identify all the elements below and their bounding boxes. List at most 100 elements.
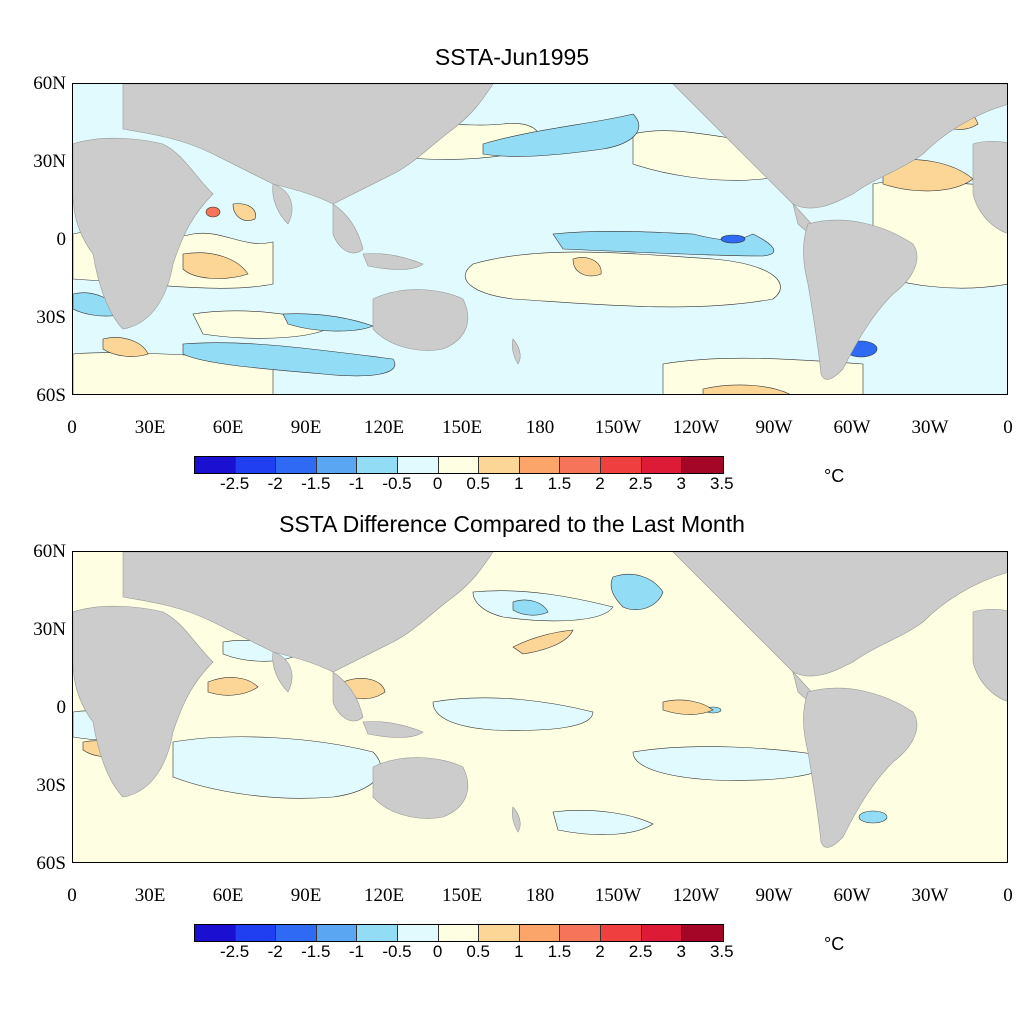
panel1-unit-label: °C (824, 466, 845, 486)
colorbar-swatch (438, 925, 480, 941)
colorbar-tick-label: -1 (348, 942, 364, 961)
panel2-lon-120w: 120W (672, 885, 720, 906)
panel2-map (72, 551, 1008, 863)
colorbar-tick-label: 3 (676, 474, 686, 493)
colorbar-tick-label: -1.5 (301, 474, 331, 493)
colorbar-tick-label: 1 (514, 474, 524, 493)
colorbar-swatch (195, 457, 236, 473)
colorbar-swatch (195, 925, 236, 941)
panel2-lon-0-end: 0 (1003, 885, 1013, 906)
panel1-lat-60s: 60S (36, 385, 66, 406)
panel2-lat-60s: 60S (36, 853, 66, 874)
colorbar-swatch (641, 925, 683, 941)
panel1-lon-90e: 90E (290, 417, 322, 438)
colorbar-tick-label: -0.5 (382, 474, 412, 493)
panel1-map-svg (73, 84, 1007, 394)
colorbar-tick-label: 1 (514, 942, 524, 961)
panel2-lon-60e: 60E (212, 885, 244, 906)
colorbar-swatch (682, 925, 723, 941)
colorbar-swatch (641, 457, 683, 473)
colorbar-tick-label: 2 (595, 942, 605, 961)
panel1-lat-0: 0 (56, 229, 67, 250)
panel2-lat-30s: 30S (36, 775, 66, 796)
panel1-lon-60w: 60W (833, 417, 871, 438)
panel2-lon-90e: 90E (290, 885, 322, 906)
panel2-lon-150e: 150E (441, 885, 483, 906)
colorbar-tick-label: -2 (267, 474, 283, 493)
colorbar-swatch (235, 925, 277, 941)
colorbar-tick-label: 3 (676, 942, 686, 961)
colorbar-swatch (479, 457, 520, 473)
colorbar-swatch (316, 925, 358, 941)
panel1-lon-120w: 120W (672, 417, 720, 438)
colorbar-tick-label: 2.5 (628, 474, 653, 493)
colorbar-tick-label: -1.5 (301, 942, 331, 961)
panel1-lon-150e: 150E (441, 417, 483, 438)
panel2-lat-0: 0 (56, 697, 67, 718)
panel2-unit-label: °C (824, 934, 845, 954)
panel2-lon-60w: 60W (833, 885, 871, 906)
panel2-map-svg (73, 552, 1007, 862)
colorbar-tick-label: 3.5 (709, 942, 734, 961)
panel1-lon-120e: 120E (363, 417, 405, 438)
colorbar-tick-label: 0.5 (466, 942, 490, 961)
warm-moderate-areas (102, 102, 979, 394)
cool-areas (512, 573, 917, 824)
colorbar-tick-label: -1 (348, 474, 364, 493)
panel1-lon-90w: 90W (755, 417, 793, 438)
panel1-lon-30e: 30E (134, 417, 166, 438)
panel1-colorbar (194, 456, 724, 474)
colorbar-swatch (357, 925, 398, 941)
colorbar-tick-label: -2.5 (219, 942, 250, 961)
colorbar-swatch (479, 925, 520, 941)
panel1-lon-180: 180 (525, 417, 555, 438)
panel1-lat-30s: 30S (36, 307, 66, 328)
colorbar-tick-label: 2.5 (628, 942, 653, 961)
colorbar-tick-label: 0 (432, 942, 443, 961)
colorbar-tick-label: 1.5 (547, 474, 572, 493)
colorbar-swatch (316, 457, 358, 473)
colorbar-swatch (276, 925, 317, 941)
colorbar-tick-label: 1.5 (547, 942, 572, 961)
panel2-lon-120e: 120E (363, 885, 405, 906)
colorbar-swatch (682, 457, 723, 473)
colorbar-swatch (357, 457, 398, 473)
colorbar-swatch (438, 457, 480, 473)
land (73, 552, 1007, 848)
colorbar-swatch (519, 457, 561, 473)
panel1-title: SSTA-Jun1995 (434, 44, 590, 70)
panel1-lon-150w: 150W (594, 417, 642, 438)
colorbar-swatch (519, 925, 561, 941)
colorbar-swatch (560, 925, 601, 941)
colorbar-swatch (276, 457, 317, 473)
colorbar-swatch (600, 925, 642, 941)
colorbar-tick-label: -0.5 (382, 942, 412, 961)
panel2-lon-30e: 30E (134, 885, 166, 906)
panel2-lat-60n: 60N (33, 541, 66, 562)
colorbar-tick-label: -2 (267, 942, 283, 961)
colorbar-swatch (600, 457, 642, 473)
panel1-lon-60e: 60E (212, 417, 244, 438)
panel2-lon-0: 0 (67, 885, 77, 906)
panel2-title: SSTA Difference Compared to the Last Mon… (279, 511, 745, 537)
panel2-lon-180: 180 (525, 885, 555, 906)
panel1-map (72, 83, 1008, 395)
colorbar-tick-label: 2 (595, 474, 605, 493)
land (73, 84, 1007, 380)
panel1-lat-30n: 30N (33, 151, 66, 172)
panel1-lon-0: 0 (67, 417, 77, 438)
panel1-lat-60n: 60N (33, 73, 66, 94)
warm-strong-areas (205, 206, 221, 218)
panel1-lon-30w: 30W (911, 417, 949, 438)
panel1-lon-0-end: 0 (1003, 417, 1013, 438)
panel2-colorbar (194, 924, 724, 942)
panel2-lon-150w: 150W (594, 885, 642, 906)
colorbar-tick-label: 0 (432, 474, 443, 493)
panel2-lon-30w: 30W (911, 885, 949, 906)
cool-strong-areas (720, 234, 878, 358)
panel2-lat-30n: 30N (33, 619, 66, 640)
panel2-lon-90w: 90W (755, 885, 793, 906)
colorbar-tick-label: -2.5 (219, 474, 250, 493)
colorbar-swatch (397, 457, 439, 473)
colorbar-swatch (560, 457, 601, 473)
